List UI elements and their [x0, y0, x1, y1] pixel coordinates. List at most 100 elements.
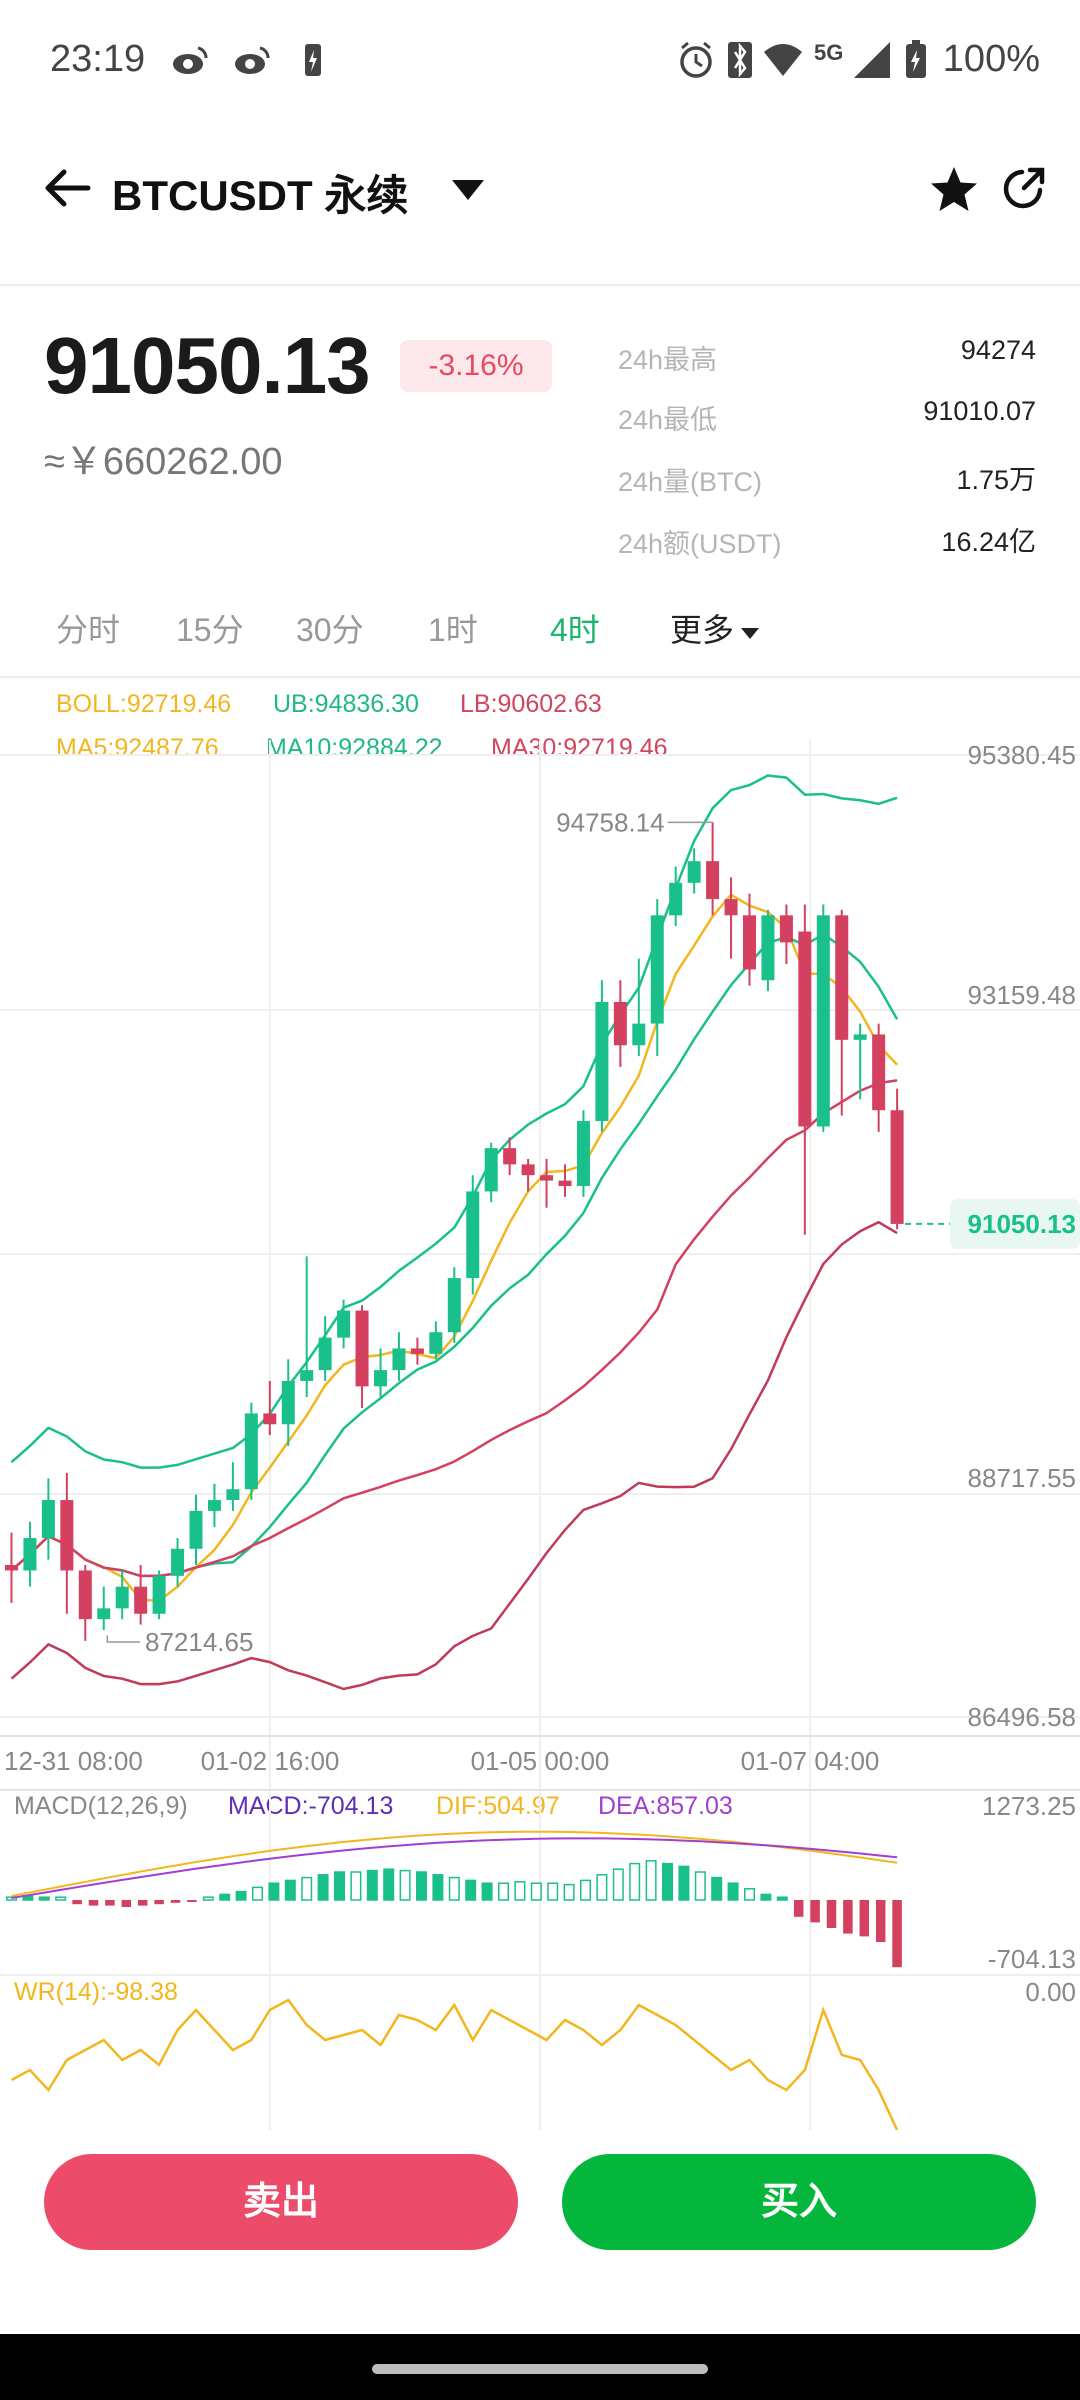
candle [374, 1370, 387, 1387]
tab-timeline[interactable]: 分时 [56, 612, 121, 648]
dea-line [11, 1837, 898, 1899]
stat-label: 24h额(USDT) [618, 529, 782, 559]
candle [263, 1413, 277, 1425]
price-axis-label: 95380.45 [968, 740, 1076, 770]
macd-bar [875, 1900, 886, 1942]
tab-more[interactable]: 更多 [670, 605, 760, 651]
macd-label: MACD:-704.13 [228, 1792, 394, 1820]
ma10-line [10, 932, 899, 1578]
home-indicator[interactable] [372, 2364, 708, 2374]
macd-bar [350, 1871, 362, 1901]
macd-bar [727, 1882, 739, 1901]
tab-4h[interactable]: 4时 [550, 612, 600, 648]
macd-histogram [6, 1830, 902, 2130]
macd-bar [170, 1900, 181, 1903]
high-price-label: 94758.14 [556, 807, 664, 837]
share-icon[interactable] [1000, 166, 1046, 212]
candle [410, 1348, 424, 1354]
macd-bar [154, 1900, 164, 1905]
macd-bar [38, 1896, 50, 1901]
favorite-star-icon[interactable] [928, 164, 980, 216]
stat-value: 1.75万 [956, 465, 1036, 495]
candle [115, 1586, 129, 1609]
macd-bar [284, 1879, 296, 1901]
price-axis-label: 88717.55 [968, 1463, 1076, 1493]
candle [355, 1310, 369, 1387]
tab-15m[interactable]: 15分 [176, 612, 244, 648]
stat-value: 16.24亿 [941, 527, 1036, 557]
buy-label: 买入 [760, 2181, 837, 2223]
macd-bar [629, 1862, 641, 1901]
header-divider [0, 284, 1080, 286]
macd-title: MACD(12,26,9) [14, 1792, 188, 1820]
macd-bar [399, 1869, 411, 1901]
candle [521, 1164, 535, 1176]
kline-chart[interactable]: 95380.45 93159.48 88717.55 86496.58 12-31 08… [0, 680, 1080, 2130]
stat-value: 94274 [960, 335, 1036, 365]
candle [152, 1575, 166, 1614]
weibo-icon [235, 46, 270, 74]
macd-bar [105, 1900, 115, 1906]
tabs-divider [0, 676, 1080, 678]
candle [78, 1570, 92, 1620]
macd-bar [416, 1871, 427, 1901]
macd-bar [366, 1869, 378, 1901]
candle [392, 1348, 406, 1371]
lower-band-line [10, 1220, 898, 1691]
tab-1h[interactable]: 1时 [428, 612, 478, 648]
candle [669, 882, 683, 916]
candle [872, 1034, 886, 1111]
macd-bar [711, 1876, 723, 1901]
candle [743, 915, 756, 970]
bluetooth-icon [728, 42, 752, 78]
macd-bar [252, 1886, 263, 1901]
candle [779, 915, 793, 943]
stat-label: 24h最高 [618, 345, 718, 375]
caret-down-icon[interactable] [450, 178, 486, 202]
macd-bar [678, 1865, 690, 1901]
macd-bar [498, 1882, 509, 1901]
caret-down-icon [741, 627, 760, 639]
candle [706, 861, 720, 900]
time-axis-label: 01-07 04:00 [741, 1746, 880, 1776]
candle [134, 1586, 148, 1614]
macd-bar [334, 1871, 345, 1901]
ub-label: UB:94836.30 [273, 690, 419, 718]
macd-bar [744, 1888, 755, 1901]
candle [576, 1121, 590, 1187]
last-price-axis-label: 91050.13 [968, 1209, 1076, 1239]
buy-button[interactable]: 买入 [562, 2154, 1036, 2250]
back-arrow-icon[interactable] [40, 162, 92, 214]
macd-bar [514, 1881, 526, 1901]
macd-bar [826, 1900, 837, 1928]
stat-value: 91010.07 [923, 396, 1036, 426]
candle [300, 1370, 314, 1381]
macd-bar [843, 1900, 853, 1934]
tab-30m[interactable]: 30分 [296, 612, 364, 648]
macd-bar [645, 1860, 657, 1901]
candle [207, 1500, 221, 1511]
candle [724, 899, 738, 916]
price-axis-label: 93159.48 [968, 980, 1076, 1010]
candle [632, 1023, 646, 1046]
sell-button[interactable]: 卖出 [44, 2154, 518, 2250]
candle [171, 1548, 185, 1576]
macd-axis-label: 1273.25 [982, 1791, 1076, 1821]
macd-bar [121, 1900, 132, 1907]
system-nav-bar [0, 2334, 1080, 2400]
macd-bar [465, 1879, 477, 1901]
candle [447, 1278, 461, 1333]
macd-bar [563, 1883, 575, 1901]
sell-label: 卖出 [242, 2181, 319, 2223]
signal-icon [854, 42, 890, 78]
stat-label: 24h量(BTC) [618, 467, 763, 497]
macd-bar [55, 1896, 67, 1901]
candle [337, 1310, 351, 1338]
candle [853, 1034, 867, 1040]
status-bar: 23:19 5G 100% [0, 0, 1080, 120]
macd-bar [187, 1900, 197, 1902]
trading-pair-title[interactable]: BTCUSDT 永续 [112, 172, 409, 219]
cny-price: ≈￥660262.00 [44, 441, 283, 483]
macd-bar [301, 1876, 313, 1901]
candle [503, 1148, 517, 1165]
